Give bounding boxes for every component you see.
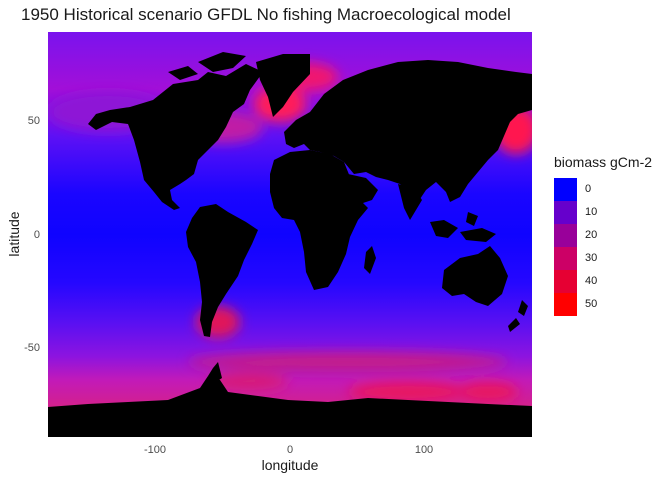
indian-subcontinent bbox=[398, 184, 422, 220]
arabian-peninsula bbox=[348, 174, 378, 204]
canadian-arctic-islands bbox=[168, 52, 246, 80]
greenland bbox=[256, 54, 310, 117]
legend-label: 40 bbox=[585, 275, 598, 287]
new-zealand bbox=[508, 300, 528, 332]
australia bbox=[442, 246, 508, 306]
x-axis-label: longitude bbox=[261, 457, 319, 473]
legend: biomass gCm-2 0 10 20 30 40 50 bbox=[554, 154, 652, 316]
biomass-map bbox=[48, 32, 532, 437]
north-america bbox=[88, 64, 263, 210]
madagascar bbox=[364, 246, 376, 274]
legend-color-bar bbox=[554, 178, 577, 316]
southeast-asia-islands bbox=[430, 212, 496, 242]
map-panel bbox=[48, 32, 532, 437]
x-tick-label: -100 bbox=[143, 444, 167, 456]
y-tick-label: 50 bbox=[27, 115, 40, 127]
japan bbox=[482, 136, 492, 158]
south-america bbox=[186, 204, 258, 337]
legend-label: 20 bbox=[585, 229, 598, 241]
legend-body: 0 10 20 30 40 50 bbox=[554, 178, 652, 316]
y-tick-label: 0 bbox=[33, 229, 40, 241]
legend-label: 50 bbox=[585, 298, 598, 310]
africa bbox=[270, 150, 368, 290]
x-tick-label: 100 bbox=[414, 444, 434, 456]
chart-title: 1950 Historical scenario GFDL No fishing… bbox=[21, 5, 511, 24]
legend-title: biomass gCm-2 bbox=[554, 154, 653, 170]
legend-label: 30 bbox=[585, 252, 598, 264]
legend-label: 10 bbox=[585, 206, 598, 218]
antarctica bbox=[48, 376, 532, 437]
y-tick-label: -50 bbox=[24, 342, 40, 354]
eurasia bbox=[284, 60, 532, 202]
land-masses bbox=[48, 52, 532, 437]
antarctic-peninsula bbox=[208, 362, 222, 382]
x-tick-label: 0 bbox=[286, 444, 294, 456]
legend-label: 0 bbox=[585, 183, 592, 195]
y-axis-label: latitude bbox=[6, 211, 22, 257]
